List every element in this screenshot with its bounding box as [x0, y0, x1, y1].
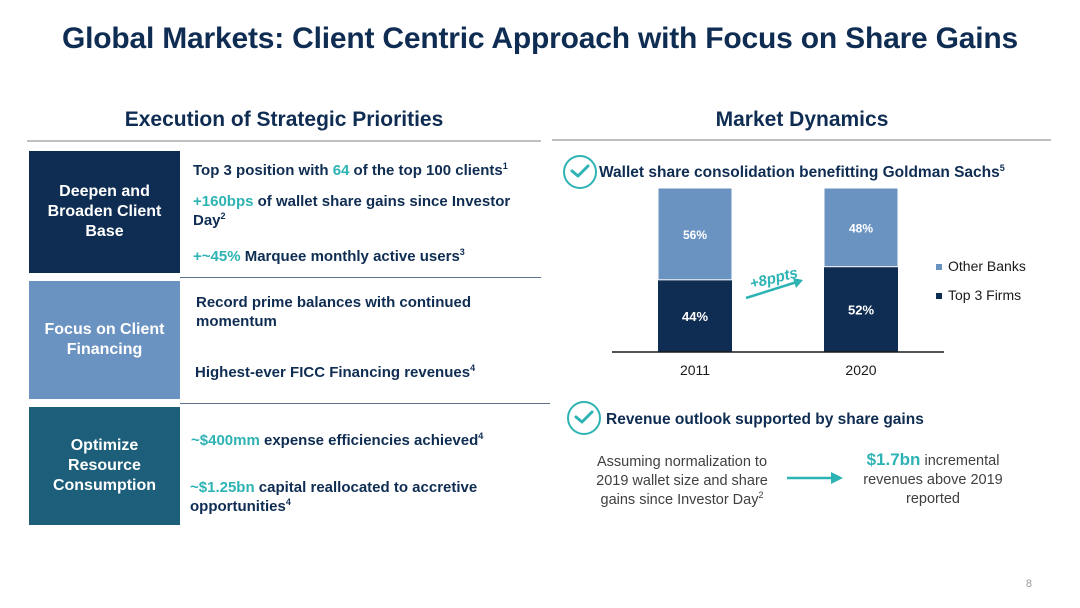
priority-box-deepen: Deepen and Broaden Client Base — [29, 151, 180, 273]
checkmark-icon — [563, 155, 597, 189]
legend-swatch — [936, 264, 942, 271]
priority-box-optimize: Optimize Resource Consumption — [29, 407, 180, 525]
bar-top-3-firms-2011 — [658, 279, 732, 352]
x-tick-label: 2011 — [680, 362, 710, 378]
data-label: 48% — [849, 221, 873, 235]
left-section-heading: Execution of Strategic Priorities — [124, 108, 444, 131]
arrow-icon — [745, 279, 801, 300]
row-divider — [180, 403, 550, 404]
legend-item-top3: Top 3 Firms — [936, 287, 1021, 303]
legend-item-other-banks: Other Banks — [936, 258, 1026, 274]
bar-top-3-firms-2020 — [824, 266, 898, 352]
data-label: 52% — [848, 302, 874, 317]
wallet-share-heading: Wallet share consolidation benefitting G… — [599, 162, 1005, 181]
data-label: 56% — [683, 228, 707, 242]
outlook-heading: Revenue outlook supported by share gains — [606, 411, 924, 428]
priority-box-financing: Focus on Client Financing — [29, 281, 180, 399]
right-arrow-icon — [787, 472, 843, 484]
data-label: 44% — [682, 309, 708, 324]
page-title: Global Markets: Client Centric Approach … — [61, 22, 1019, 55]
checkmark-icon — [567, 401, 601, 435]
point-expense-efficiencies: ~$400mm expense efficiencies achieved4 — [191, 431, 484, 450]
point-wallet-gains: +160bps of wallet share gains since Inve… — [193, 193, 511, 229]
outlook-assumption: Assuming normalization to 2019 wallet si… — [596, 454, 768, 508]
x-tick-label: 2020 — [845, 362, 876, 378]
point-prime-balances: Record prime balances with continued mom… — [196, 294, 472, 330]
right-heading-rule — [552, 139, 1051, 141]
legend-swatch — [936, 293, 942, 300]
point-capital-reallocated: ~$1.25bn capital reallocated to accretiv… — [190, 479, 478, 515]
page-number: 8 — [1025, 578, 1032, 590]
right-section-heading: Market Dynamics — [715, 108, 889, 131]
point-marquee-users: +~45% Marquee monthly active users3 — [193, 247, 465, 266]
bar-other-banks-2020 — [823, 187, 899, 268]
point-ficc-revenues: Highest-ever FICC Financing revenues4 — [195, 363, 476, 382]
wallet-share-chart: 44%56%52%48% 2011 2020 +8ppts — [612, 187, 944, 378]
point-top3-clients: Top 3 position with 64 of the top 100 cl… — [193, 161, 508, 180]
row-divider — [180, 277, 541, 278]
bar-other-banks-2011 — [657, 187, 733, 281]
outlook-result: $1.7bn incremental revenues above 2019 r… — [863, 450, 1003, 507]
left-heading-rule — [27, 140, 541, 142]
arrow-head-icon — [793, 278, 803, 288]
